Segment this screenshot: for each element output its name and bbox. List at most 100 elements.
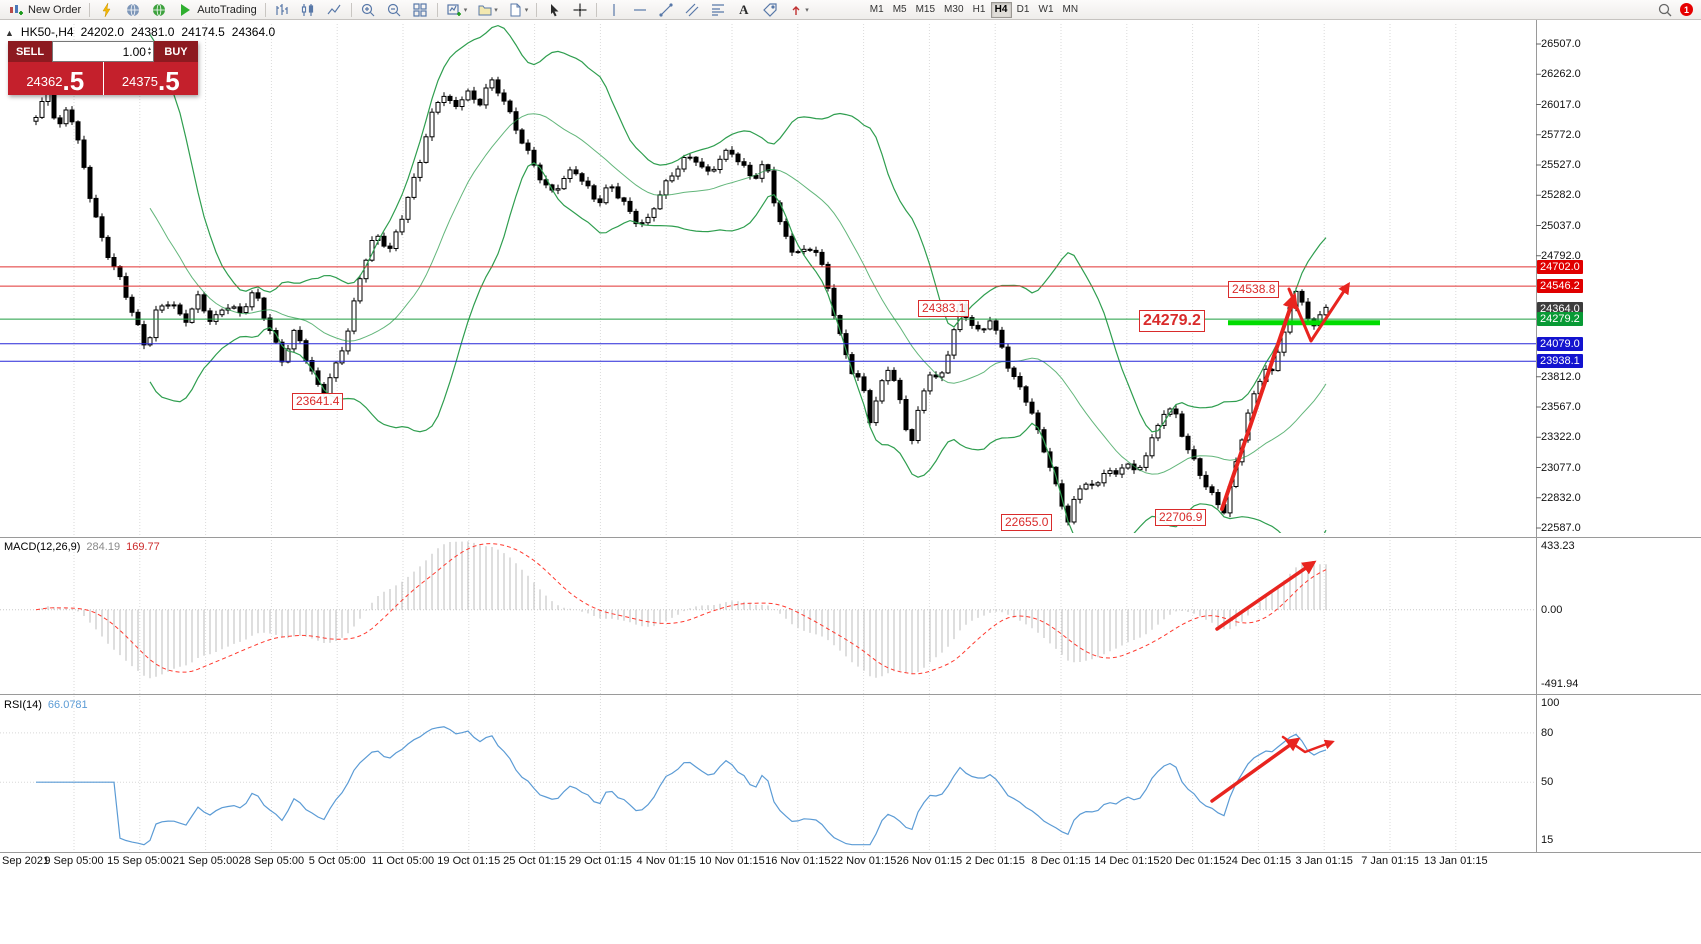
ohlc-open: 24202.0: [80, 25, 124, 39]
chevron-down-icon: ▾: [805, 6, 809, 14]
rsi-label: RSI(14) 66.0781: [4, 699, 88, 711]
new-chart-button[interactable]: ▾: [442, 1, 472, 19]
zoom-in-icon: [360, 1, 377, 18]
timeframe-m1[interactable]: M1: [866, 2, 888, 18]
volume-value[interactable]: 1.00: [122, 44, 146, 59]
timeframe-mn[interactable]: MN: [1059, 2, 1083, 18]
zoom-in-button[interactable]: [356, 1, 381, 19]
ohlc-low: 24174.5: [181, 25, 225, 39]
sell-button[interactable]: SELL: [8, 41, 52, 62]
sell-price[interactable]: 24362 .5: [8, 62, 104, 95]
label-tool-button[interactable]: [757, 1, 782, 19]
chevron-down-icon: ▾: [524, 6, 529, 14]
macd-label: MACD(12,26,9) 284.19 169.77: [4, 541, 160, 553]
buy-price-main: 24375: [121, 74, 158, 89]
expert-advisors-button[interactable]: [94, 1, 119, 19]
search-icon[interactable]: [1656, 1, 1673, 18]
timeframe-w1[interactable]: W1: [1035, 2, 1058, 18]
new-order-icon: [7, 1, 24, 18]
metaquotes-services-button[interactable]: [120, 1, 145, 19]
timeframe-toolbar: M1 M5 M15 M30 H1 H4 D1 W1 MN: [866, 1, 1083, 18]
channel-button[interactable]: [679, 1, 704, 19]
tag-icon: [761, 1, 778, 18]
bar-chart-icon: [274, 1, 291, 18]
macd-signal-value: 169.77: [126, 541, 160, 553]
tile-windows-button[interactable]: [408, 1, 433, 19]
toolbar-separator: [89, 2, 91, 17]
text-tool-button[interactable]: A: [731, 1, 756, 19]
crosshair-icon: [571, 1, 588, 18]
fibonacci-button[interactable]: [705, 1, 730, 19]
timeframe-m15[interactable]: M15: [912, 2, 939, 18]
bar-chart-button[interactable]: [270, 1, 295, 19]
timeframe-h1[interactable]: H1: [969, 2, 990, 18]
cursor-button[interactable]: [541, 1, 566, 19]
main-toolbar: New Order AutoTrading ▾ ▾ ▾ A ▾ M1 M5 M1…: [0, 0, 1701, 20]
macd-layer: [0, 541, 1536, 679]
timeframe-d1[interactable]: D1: [1013, 2, 1034, 18]
buy-price-frac: .5: [157, 66, 180, 96]
zoom-out-button[interactable]: [382, 1, 407, 19]
trendline-icon: [657, 1, 674, 18]
chart-header: ▲ HK50-,H4 24202.0 24381.0 24174.5 24364…: [5, 25, 275, 39]
template-page-icon: [507, 1, 524, 18]
trendline-button[interactable]: [653, 1, 678, 19]
toolbar-separator: [264, 2, 266, 17]
macd-name: MACD(12,26,9): [4, 541, 81, 553]
trend-arrows: [1210, 281, 1350, 803]
line-chart-button[interactable]: [322, 1, 347, 19]
globe-green-icon: [150, 1, 167, 18]
ohlc-close: 24364.0: [231, 25, 276, 39]
buy-button[interactable]: BUY: [154, 41, 198, 62]
macd-main-value: 284.19: [86, 541, 121, 553]
community-button[interactable]: [146, 1, 171, 19]
arrow-shape-icon: [787, 1, 804, 18]
candlestick-chart-button[interactable]: [296, 1, 321, 19]
candles-layer: [33, 24, 1329, 533]
buy-price[interactable]: 24375 .5: [104, 62, 199, 95]
chevron-down-icon: ▾: [463, 6, 468, 14]
fibonacci-icon: [709, 1, 726, 18]
timeframe-h4[interactable]: H4: [990, 1, 1012, 18]
candlestick-chart-icon: [300, 1, 317, 18]
play-icon: [176, 1, 193, 18]
text-tool-icon: A: [739, 1, 749, 17]
vertical-line-button[interactable]: [601, 1, 626, 19]
sell-price-frac: .5: [62, 66, 85, 96]
toolbar-right: 1: [1656, 1, 1698, 18]
folder-icon: [476, 1, 493, 18]
globe-gray-icon: [124, 1, 141, 18]
ohlc-high: 24381.0: [131, 25, 175, 39]
channel-icon: [683, 1, 700, 18]
toolbar-separator: [596, 2, 598, 17]
rsi-name: RSI(14): [4, 699, 42, 711]
line-chart-icon: [326, 1, 343, 18]
autotrading-label: AutoTrading: [197, 3, 257, 16]
gridlines: [73, 24, 1457, 852]
timeframe-m5[interactable]: M5: [889, 2, 911, 18]
rsi-value: 66.0781: [47, 699, 88, 711]
zoom-out-icon: [386, 1, 403, 18]
new-order-label: New Order: [28, 3, 82, 16]
profiles-button[interactable]: ▾: [472, 1, 502, 19]
volume-down-icon[interactable]: ▾: [147, 50, 151, 57]
autotrading-button[interactable]: AutoTrading: [172, 1, 261, 19]
rsi-layer: [0, 726, 1536, 846]
volume-input[interactable]: 1.00 ▴ ▾: [52, 41, 154, 62]
toolbar-separator: [350, 2, 352, 17]
crosshair-button[interactable]: [567, 1, 592, 19]
vertical-line-icon: [605, 1, 622, 18]
sell-price-main: 24362: [26, 74, 63, 89]
toolbar-separator: [536, 2, 538, 17]
timeframe-m30[interactable]: M30: [940, 2, 967, 18]
arrows-tool-button[interactable]: ▾: [783, 1, 813, 19]
volume-up-icon[interactable]: ▴: [147, 45, 151, 52]
tile-windows-icon: [412, 1, 429, 18]
new-order-button[interactable]: New Order: [3, 1, 85, 19]
horizontal-line-button[interactable]: [627, 1, 652, 19]
templates-button[interactable]: ▾: [503, 1, 533, 19]
notification-badge[interactable]: 1: [1680, 3, 1693, 16]
symbol-name: HK50-,H4: [20, 25, 74, 39]
